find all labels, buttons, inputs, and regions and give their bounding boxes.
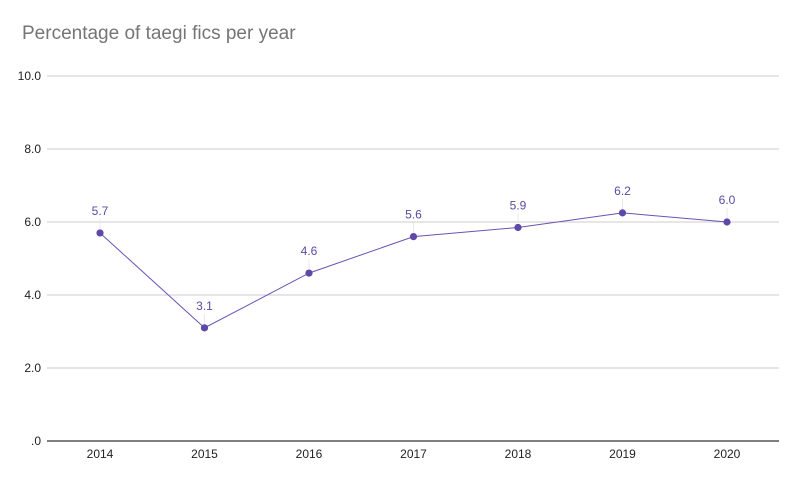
y-tick-label: 4.0 [24, 288, 41, 302]
data-point [200, 324, 209, 332]
data-point [96, 229, 104, 237]
y-tick-label: 2.0 [24, 361, 41, 375]
data-point [723, 218, 731, 226]
y-tick-label: 6.0 [24, 215, 41, 229]
data-point [514, 223, 522, 232]
chart-title: Percentage of taegi fics per year [22, 23, 296, 44]
y-tick-label: 8.0 [24, 142, 41, 156]
data-label: 6.2 [614, 184, 631, 198]
x-tick-label: 2014 [87, 447, 114, 461]
data-label: 5.9 [510, 198, 527, 212]
gridlines [47, 75, 779, 442]
data-point [409, 233, 418, 241]
x-tick-label: 2015 [191, 447, 218, 461]
data-label: 4.6 [301, 244, 318, 258]
y-tick-label: .0 [31, 434, 41, 448]
x-tick-label: 2016 [296, 447, 323, 461]
x-tick-label: 2017 [400, 447, 427, 461]
series-group [96, 209, 731, 332]
x-tick-label: 2020 [714, 447, 741, 461]
data-label: 3.1 [196, 299, 213, 313]
data-label: 5.6 [405, 208, 422, 222]
x-tick-label: 2018 [505, 447, 532, 461]
x-tick-label: 2019 [609, 447, 636, 461]
data-label: 6.0 [719, 193, 736, 207]
data-point [618, 209, 627, 217]
y-tick-label: 10.0 [18, 69, 42, 83]
data-labels: 5.7 3.1 4.6 5.6 5.9 6.2 6.0 [92, 184, 736, 313]
y-axis-ticks: .0 2.0 4.0 6.0 8.0 10.0 [18, 69, 42, 448]
data-label: 5.7 [92, 204, 109, 218]
x-axis-ticks: 2014 2015 2016 2017 2018 2019 2020 [87, 447, 741, 461]
label-leaders [99, 198, 728, 324]
data-point [305, 269, 313, 277]
